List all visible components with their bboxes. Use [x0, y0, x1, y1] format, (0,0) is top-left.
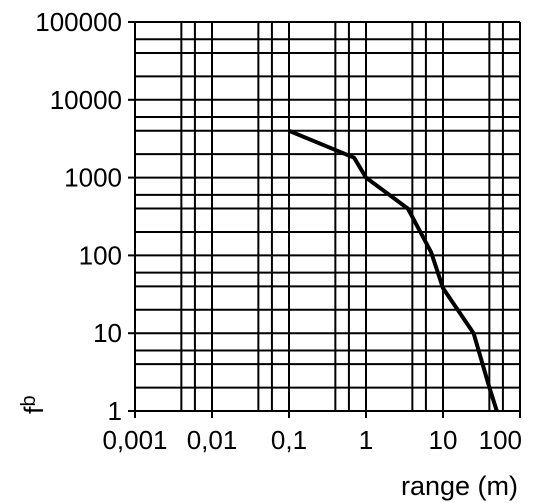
y-tick-label: 100000	[35, 7, 122, 37]
y-tick-label: 10000	[50, 85, 122, 115]
series-point	[287, 129, 291, 133]
y-tick-label: 100	[79, 240, 122, 270]
series-point	[429, 250, 433, 254]
series-points	[287, 129, 499, 413]
series-point	[472, 331, 476, 335]
x-tick-label: 0,01	[187, 425, 238, 455]
minor-vertical-gridlines	[180, 22, 504, 411]
series-point	[441, 286, 445, 290]
x-tick-label: 1	[359, 425, 373, 455]
x-tick-label: 0,1	[271, 425, 307, 455]
x-tick-labels: 0,001 0,01 0,1 1 10 100	[102, 425, 522, 455]
series-line	[288, 128, 499, 412]
minor-horizontal-gridlines	[135, 38, 520, 389]
series-point	[406, 207, 410, 211]
y-axis-title: fb	[18, 395, 49, 414]
major-vertical-gridlines	[134, 22, 521, 411]
series-point	[352, 156, 356, 160]
y-axis-title-subscript: b	[18, 395, 40, 406]
x-tick-label: 10	[429, 425, 458, 455]
x-tick-label: 0,001	[102, 425, 167, 455]
x-axis-title: range (m)	[401, 471, 518, 501]
axis-ticks	[128, 21, 521, 418]
y-axis-title-main: f	[19, 406, 49, 414]
x-tick-label: 100	[479, 425, 522, 455]
major-horizontal-gridlines	[135, 21, 520, 412]
y-tick-label: 1	[108, 396, 122, 426]
y-tick-label: 10	[93, 318, 122, 348]
series-point	[495, 409, 499, 413]
y-tick-label: 1000	[64, 163, 122, 193]
y-tick-labels: 1 10 100 1000 10000 100000	[35, 7, 122, 426]
series-point	[364, 176, 368, 180]
series-point	[487, 386, 491, 390]
